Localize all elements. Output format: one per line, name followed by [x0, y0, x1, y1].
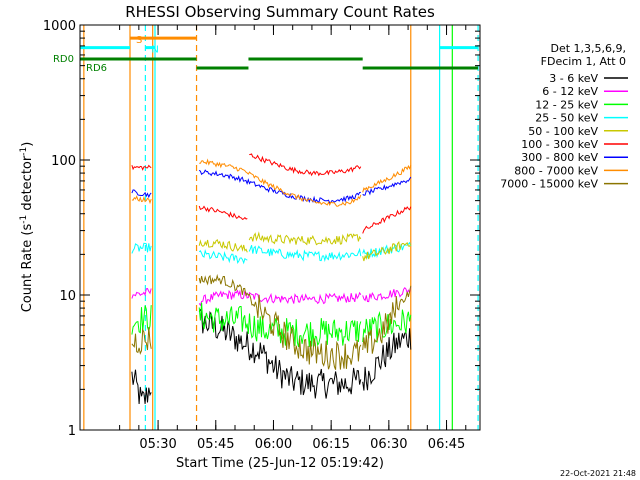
y-tick-label-1: 10	[59, 289, 76, 304]
plot-area: SN RD0 RD6	[53, 25, 479, 430]
legend-label-5: 100 - 300 keV	[521, 138, 598, 151]
legend: Det 1,3,5,6,9, FDecim 1, Att 0 3 - 6 keV…	[500, 42, 628, 191]
y-axis-label-mid: detector	[20, 155, 35, 215]
x-tick-label-2: 06:00	[255, 437, 292, 452]
x-tick-label-4: 06:30	[370, 437, 407, 452]
x-tick-label-1: 05:45	[197, 437, 234, 452]
state-bar-label-0: S	[136, 35, 142, 46]
plot-frame	[79, 24, 481, 431]
series-line-1-segment-2	[362, 286, 412, 303]
legend-label-3: 25 - 50 keV	[535, 112, 598, 125]
rd-label-1: RD6	[86, 63, 107, 74]
series-line-6-segment-0	[131, 189, 152, 199]
y-tick-label-3: 1000	[43, 19, 76, 34]
series-line-3-segment-2	[248, 245, 362, 263]
series-line-7-segment-2	[362, 164, 412, 193]
series-line-4-segment-2	[362, 241, 412, 262]
legend-label-4: 50 - 100 keV	[528, 125, 598, 138]
legend-title-line-2: FDecim 1, Att 0	[541, 55, 626, 68]
y-tick-label-2: 100	[51, 154, 76, 169]
series-line-7-segment-0	[131, 195, 152, 205]
footer-date: 22-Oct-2021 21:48	[560, 469, 636, 478]
legend-label-8: 7000 - 15000 keV	[500, 178, 598, 191]
y-axis-label-end: )	[20, 142, 35, 147]
series-line-4-segment-1	[248, 231, 362, 246]
x-axis-label: Start Time (25-Jun-12 05:19:42)	[176, 456, 384, 471]
series-line-6-segment-1	[198, 169, 361, 204]
legend-label-6: 300 - 800 keV	[521, 151, 598, 164]
y-axis-label-sup1: -1	[19, 215, 29, 224]
series-line-7-segment-1	[199, 158, 362, 207]
series-line-4-segment-0	[198, 238, 248, 253]
rd-label-0: RD0	[53, 54, 74, 65]
x-tick-label-3: 06:15	[312, 437, 349, 452]
legend-label-2: 12 - 25 keV	[535, 98, 598, 111]
y-axis-label-main: Count Rate (s	[20, 224, 35, 313]
series-line-8-segment-0	[131, 326, 152, 355]
series-line-8-segment-2	[362, 285, 412, 354]
series-line-1-segment-1	[198, 289, 362, 307]
x-tick-label-0: 05:30	[139, 437, 176, 452]
series-line-5-segment-0	[131, 164, 152, 171]
series-line-0-segment-2	[362, 328, 412, 391]
legend-label-1: 6 - 12 keV	[542, 85, 598, 98]
legend-label-7: 800 - 7000 keV	[514, 164, 598, 177]
y-axis-label: Count Rate (s-1 detector-1)	[19, 142, 35, 313]
series-line-3-segment-0	[131, 242, 152, 254]
axes: 1 10 100 1000 05:30 05:45 06:00 06:15 06:30 06:45	[43, 19, 481, 452]
series-line-3-segment-1	[198, 248, 248, 265]
series-line-0-segment-1	[198, 308, 362, 399]
legend-label-0: 3 - 6 keV	[549, 72, 598, 85]
legend-title-line-1: Det 1,3,5,6,9,	[550, 42, 626, 55]
series-line-8-segment-1	[198, 273, 362, 370]
chart-title: RHESSI Observing Summary Count Rates	[125, 3, 435, 21]
series-line-5-segment-2	[249, 153, 362, 177]
x-tick-label-5: 06:45	[428, 437, 465, 452]
plot-inner: SN	[80, 25, 479, 430]
series-line-0-segment-0	[131, 369, 152, 405]
series-line-6-segment-2	[362, 176, 412, 196]
series-line-1-segment-0	[131, 288, 152, 299]
series-line-3-segment-3	[362, 241, 412, 259]
series-line-5-segment-3	[362, 206, 412, 234]
state-bar-label-1: N	[151, 45, 158, 56]
y-axis-label-sup2: -1	[19, 147, 29, 156]
series-line-2-segment-0	[131, 305, 152, 335]
y-tick-label-0: 1	[68, 424, 76, 439]
series-line-5-segment-1	[198, 205, 248, 221]
